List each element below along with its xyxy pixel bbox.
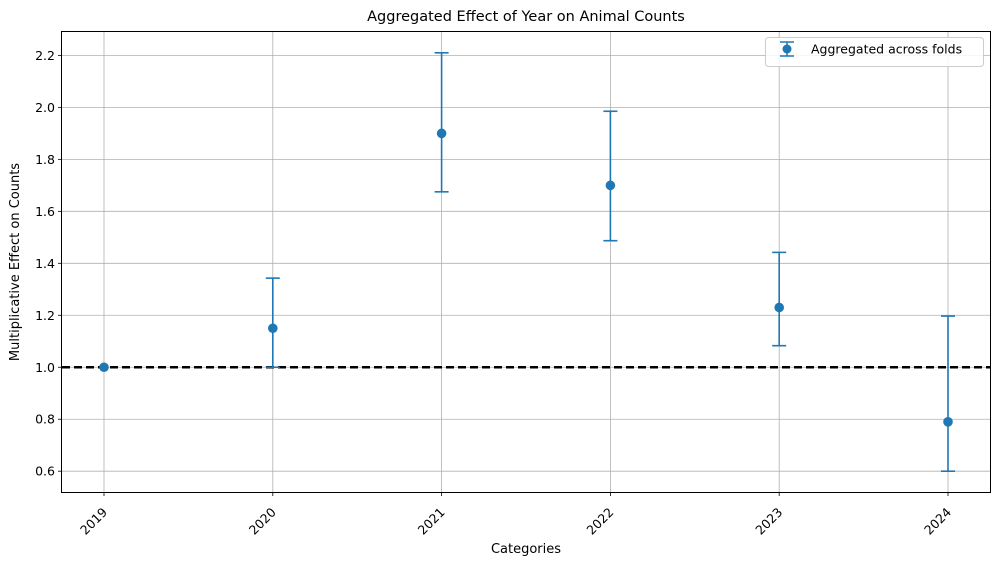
y-tick-label: 0.6 [35,464,55,479]
data-point [436,128,447,139]
x-axis-label: Categories [491,542,561,557]
x-tick-label: 2020 [246,504,279,537]
y-axis-label: Multiplicative Effect on Counts [8,163,23,361]
y-tick-label: 0.8 [35,412,55,427]
y-tick-label: 2.0 [35,100,55,115]
y-tick-label: 2.2 [35,48,55,63]
x-tick-label: 2024 [921,504,954,537]
plot-frame [61,31,991,493]
data-point [99,362,109,373]
axis-ticks: 0.6 0.8 1.0 1.2 1.4 1.6 1.8 2.0 2.2 2019 2020 2021 2… [35,48,954,538]
x-tick-label: 2022 [583,505,616,538]
x-tick-label: 2023 [752,505,785,538]
legend-box [765,37,984,67]
y-tick-label: 1.0 [35,360,55,375]
y-tick-label: 1.4 [35,256,55,271]
chart-title: Aggregated Effect of Year on Animal Coun… [367,9,685,25]
data-point [943,417,953,427]
grid-lines [62,32,990,492]
legend: Aggregated across folds [765,37,984,67]
data-series [99,51,955,473]
legend-label: Aggregated across folds [811,42,962,57]
x-tick-label: 2019 [77,504,110,537]
data-point [774,302,784,313]
y-tick-label: 1.6 [35,204,55,219]
data-point [268,323,278,334]
y-tick-label: 1.8 [35,152,55,167]
data-point [605,180,616,191]
y-tick-label: 1.2 [35,308,55,323]
legend-marker [782,44,792,54]
x-tick-label: 2021 [415,505,448,538]
